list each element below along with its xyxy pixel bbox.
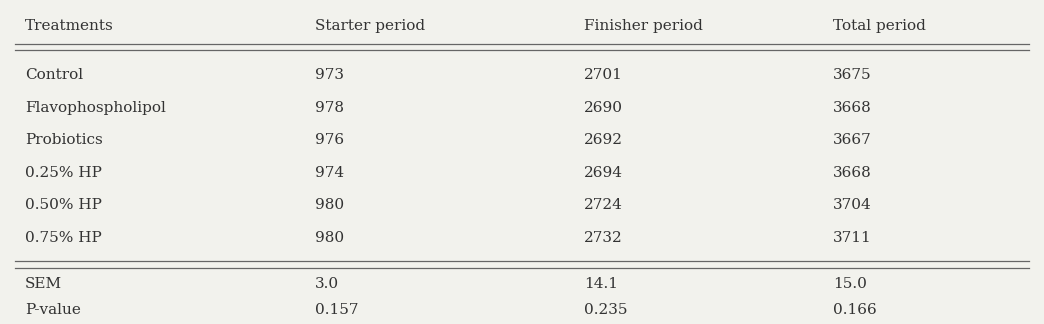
Text: 2732: 2732 bbox=[585, 231, 623, 245]
Text: 0.166: 0.166 bbox=[833, 303, 877, 318]
Text: Flavophospholipol: Flavophospholipol bbox=[25, 101, 166, 115]
Text: Probiotics: Probiotics bbox=[25, 133, 102, 147]
Text: 0.75% HP: 0.75% HP bbox=[25, 231, 101, 245]
Text: 3675: 3675 bbox=[833, 68, 872, 82]
Text: 978: 978 bbox=[315, 101, 343, 115]
Text: 2701: 2701 bbox=[585, 68, 623, 82]
Text: Finisher period: Finisher period bbox=[585, 19, 703, 33]
Text: 3668: 3668 bbox=[833, 101, 872, 115]
Text: P-value: P-value bbox=[25, 303, 80, 318]
Text: 2694: 2694 bbox=[585, 166, 623, 180]
Text: 2692: 2692 bbox=[585, 133, 623, 147]
Text: 980: 980 bbox=[315, 198, 343, 212]
Text: Control: Control bbox=[25, 68, 84, 82]
Text: 0.235: 0.235 bbox=[585, 303, 627, 318]
Text: 3.0: 3.0 bbox=[315, 276, 339, 291]
Text: Treatments: Treatments bbox=[25, 19, 114, 33]
Text: 3668: 3668 bbox=[833, 166, 872, 180]
Text: 0.50% HP: 0.50% HP bbox=[25, 198, 101, 212]
Text: 973: 973 bbox=[315, 68, 343, 82]
Text: 15.0: 15.0 bbox=[833, 276, 867, 291]
Text: 2690: 2690 bbox=[585, 101, 623, 115]
Text: SEM: SEM bbox=[25, 276, 62, 291]
Text: 14.1: 14.1 bbox=[585, 276, 618, 291]
Text: 976: 976 bbox=[315, 133, 343, 147]
Text: Total period: Total period bbox=[833, 19, 926, 33]
Text: 3704: 3704 bbox=[833, 198, 872, 212]
Text: 0.157: 0.157 bbox=[315, 303, 358, 318]
Text: 2724: 2724 bbox=[585, 198, 623, 212]
Text: 0.25% HP: 0.25% HP bbox=[25, 166, 101, 180]
Text: 980: 980 bbox=[315, 231, 343, 245]
Text: Starter period: Starter period bbox=[315, 19, 425, 33]
Text: 974: 974 bbox=[315, 166, 343, 180]
Text: 3667: 3667 bbox=[833, 133, 872, 147]
Text: 3711: 3711 bbox=[833, 231, 872, 245]
